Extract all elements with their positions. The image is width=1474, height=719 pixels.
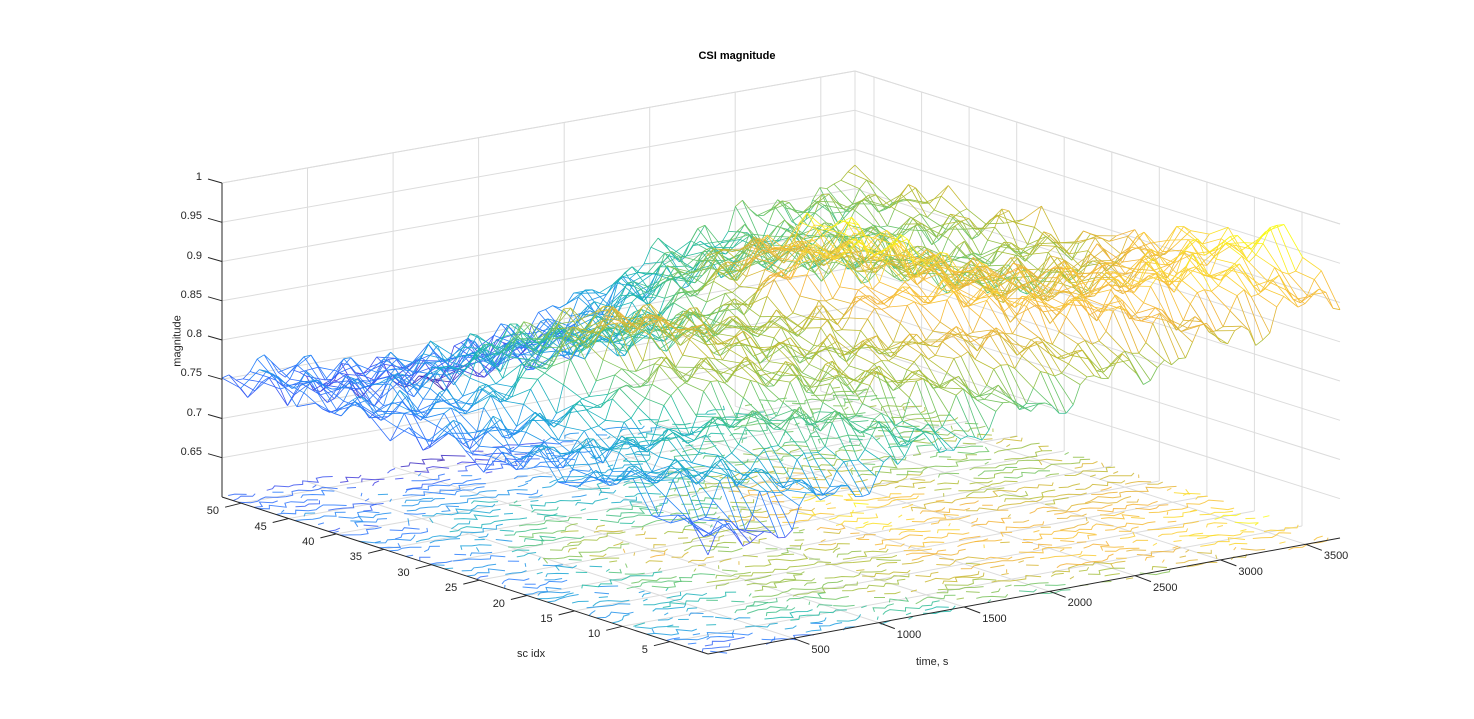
x-tick-label: 1500 xyxy=(982,613,1006,625)
x-tick-label: 2500 xyxy=(1153,582,1177,594)
y-tick-label: 5 xyxy=(618,644,648,656)
y-tick-label: 15 xyxy=(523,613,553,625)
x-tick-label: 2000 xyxy=(1068,597,1092,609)
x-axis-label: time, s xyxy=(916,656,948,668)
wireframe-mesh xyxy=(222,165,1340,555)
y-tick-label: 10 xyxy=(570,628,600,640)
chart-title: CSI magnitude xyxy=(0,50,1474,62)
x-tick-label: 3500 xyxy=(1324,550,1348,562)
z-tick-label: 1 xyxy=(162,171,202,183)
y-axis-label: sc idx xyxy=(517,648,545,660)
z-tick-label: 0.7 xyxy=(162,407,202,419)
y-tick-label: 30 xyxy=(380,567,410,579)
z-tick-label: 0.8 xyxy=(162,328,202,340)
z-tick-label: 0.85 xyxy=(162,289,202,301)
z-axis-label: magnitude xyxy=(172,315,184,366)
z-tick-label: 0.65 xyxy=(162,446,202,458)
z-tick-label: 0.75 xyxy=(162,367,202,379)
x-tick-label: 500 xyxy=(811,644,829,656)
y-tick-label: 45 xyxy=(237,521,267,533)
y-tick-label: 50 xyxy=(189,505,219,517)
y-tick-label: 40 xyxy=(284,536,314,548)
y-tick-label: 35 xyxy=(332,551,362,563)
z-tick-label: 0.95 xyxy=(162,210,202,222)
z-tick-label: 0.9 xyxy=(162,250,202,262)
y-tick-label: 25 xyxy=(427,582,457,594)
x-tick-label: 1000 xyxy=(897,629,921,641)
y-tick-label: 20 xyxy=(475,598,505,610)
grid-lines xyxy=(222,71,1340,642)
x-tick-label: 3000 xyxy=(1238,566,1262,578)
